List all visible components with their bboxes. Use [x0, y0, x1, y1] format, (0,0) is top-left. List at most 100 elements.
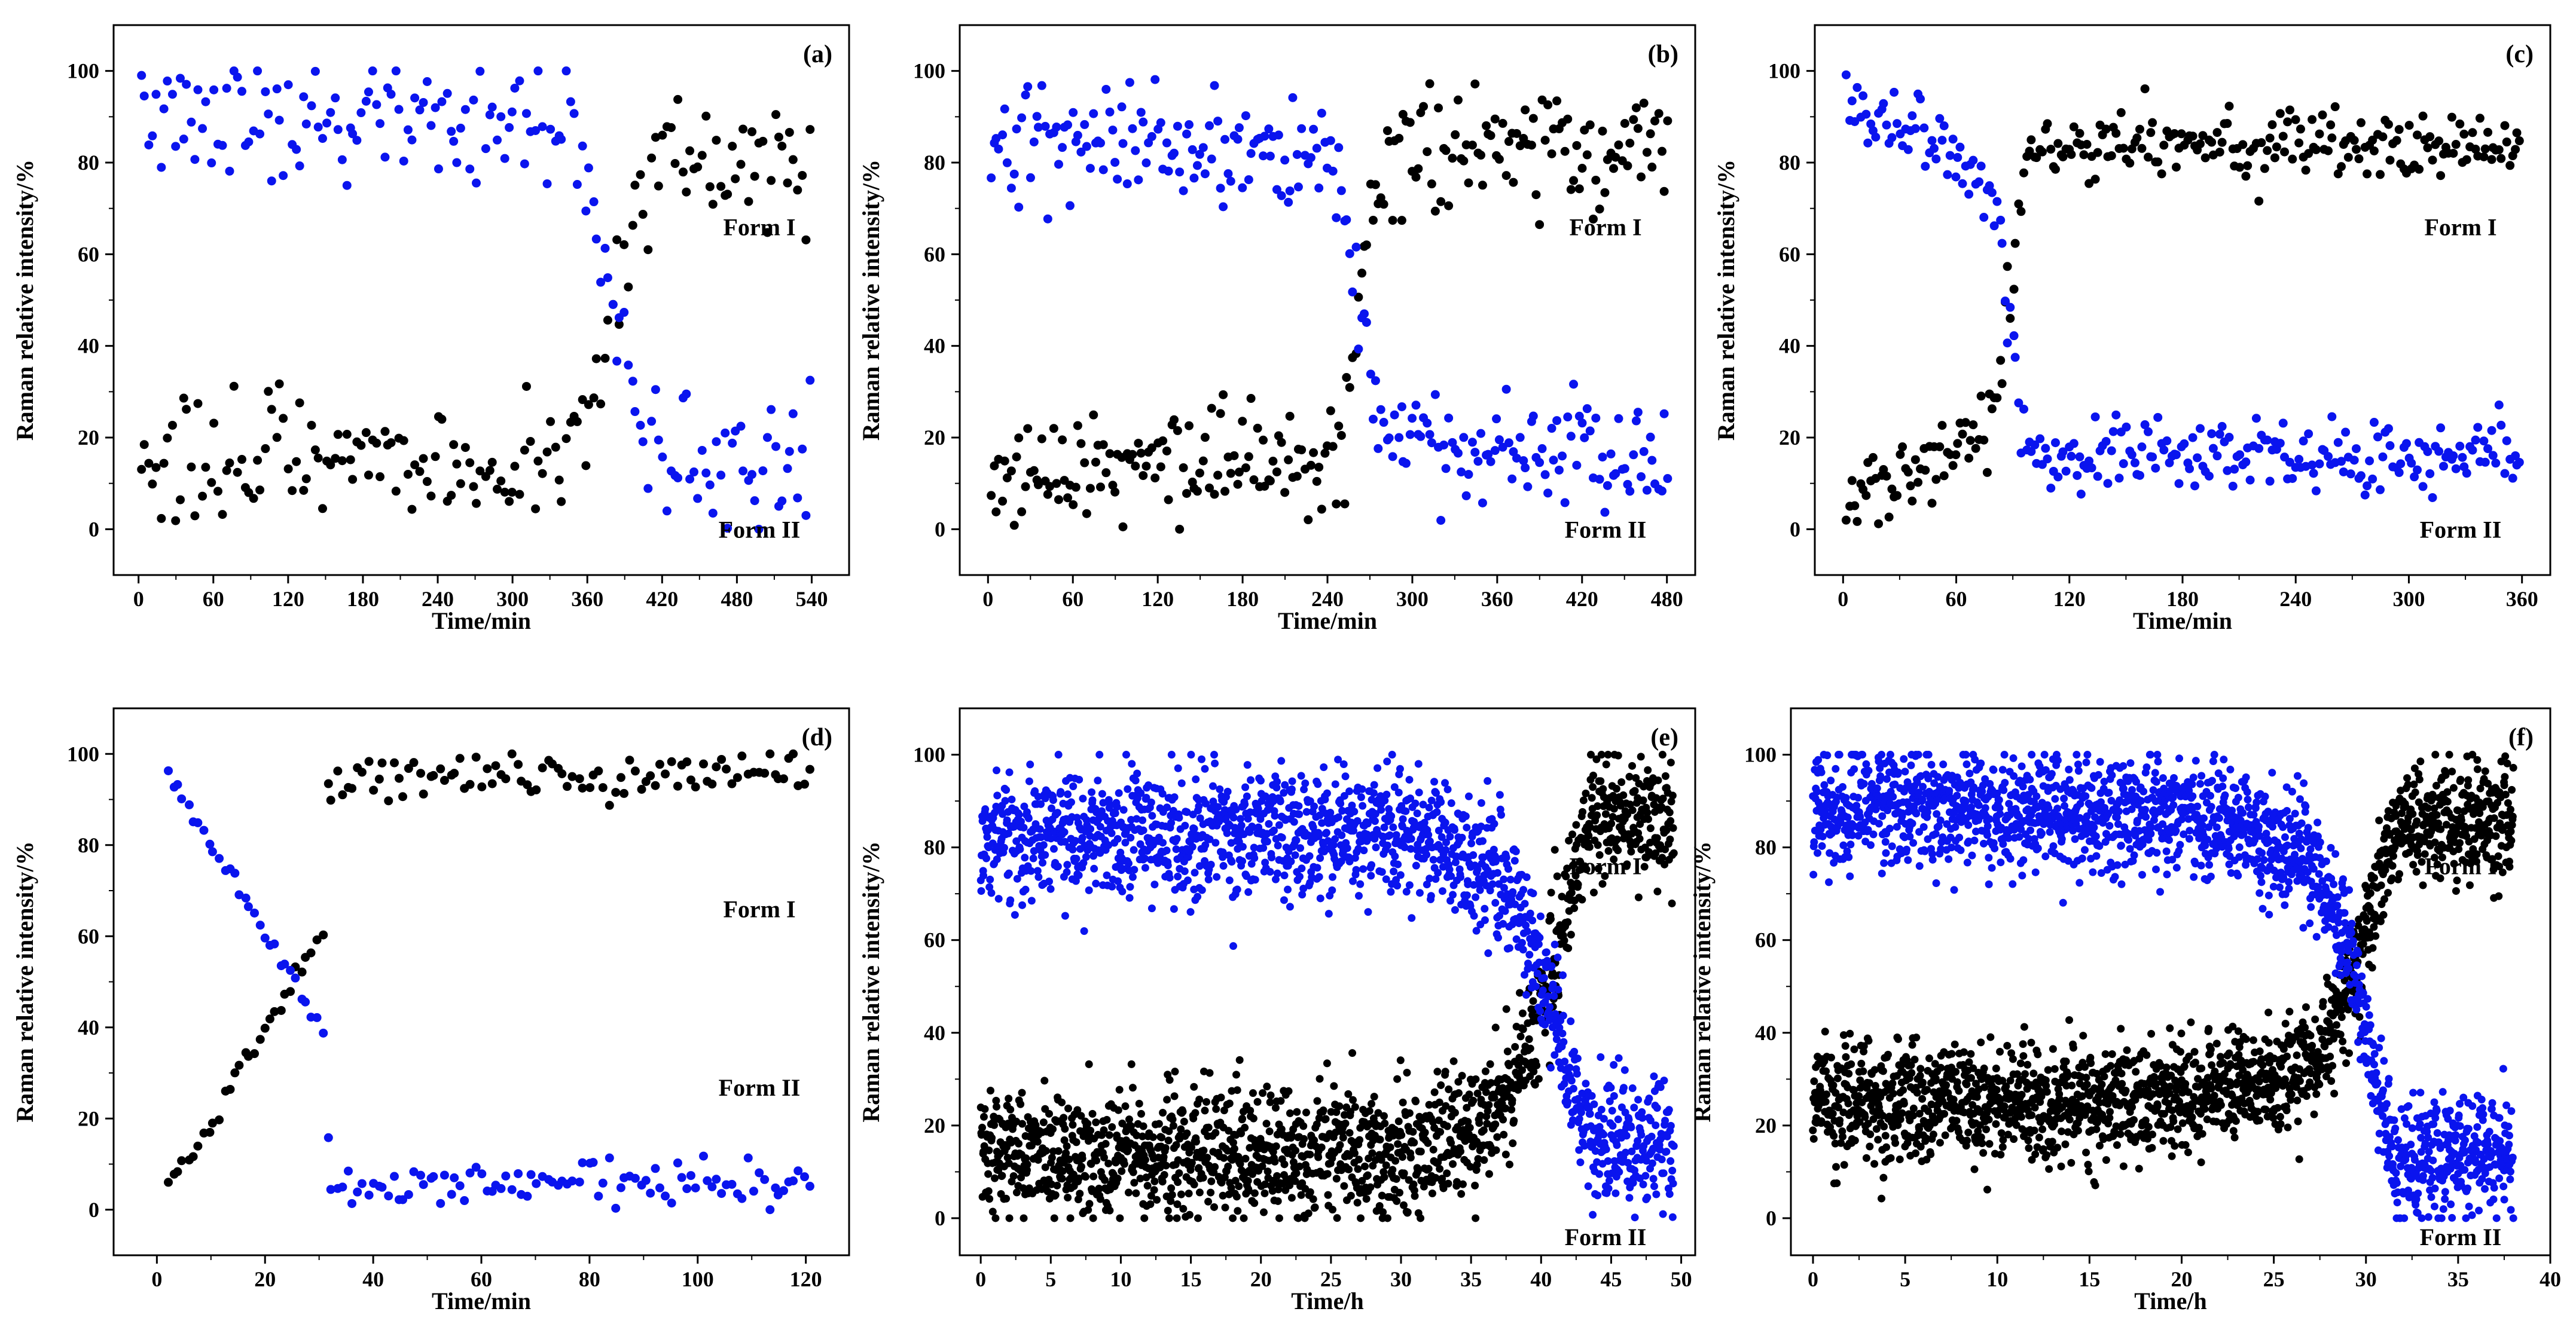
data-point-form-i — [1183, 1129, 1191, 1138]
data-point-form-i — [1136, 448, 1146, 458]
data-point-form-i — [1023, 1160, 1031, 1169]
data-point-form-i — [233, 467, 242, 477]
data-point-form-i — [1249, 475, 1259, 485]
data-point-form-ii — [793, 1166, 803, 1176]
data-point-form-ii — [2311, 486, 2321, 496]
data-point-form-ii — [689, 467, 698, 477]
data-point-form-ii — [1639, 447, 1649, 456]
data-point-form-i — [312, 935, 322, 944]
data-point-form-ii — [1656, 1083, 1665, 1091]
data-point-form-ii — [2165, 458, 2174, 467]
data-point-form-ii — [1296, 844, 1305, 852]
data-point-form-ii — [658, 452, 667, 462]
data-point-form-i — [1173, 1214, 1181, 1222]
data-point-form-i — [1073, 421, 1082, 430]
data-point-form-ii — [1063, 120, 1073, 130]
data-point-form-ii — [2341, 427, 2351, 437]
data-point-form-i — [699, 759, 709, 769]
data-point-form-ii — [1631, 1213, 1639, 1222]
x-tick-label: 180 — [347, 587, 379, 611]
data-point-form-i — [2254, 196, 2264, 206]
data-point-form-ii — [2254, 444, 2264, 453]
data-point-form-ii — [1228, 858, 1236, 866]
data-point-form-ii — [1125, 894, 1134, 902]
data-point-form-i — [1177, 1190, 1185, 1198]
data-point-form-ii — [1441, 818, 1449, 827]
data-point-form-ii — [1476, 429, 1485, 438]
data-point-form-ii — [1659, 409, 1669, 418]
data-point-form-ii — [2208, 444, 2218, 453]
data-point-form-ii — [179, 134, 188, 144]
data-point-form-i — [1588, 794, 1596, 802]
data-point-form-i — [1397, 1131, 1406, 1139]
data-point-form-i — [1417, 1148, 1425, 1156]
data-point-form-i — [2198, 131, 2208, 140]
data-point-form-ii — [487, 102, 497, 112]
data-point-form-ii — [532, 1179, 541, 1188]
data-point-form-ii — [1536, 1007, 1545, 1016]
data-point-form-i — [1637, 753, 1645, 761]
data-point-form-i — [1323, 1170, 1332, 1178]
data-point-form-ii — [738, 466, 748, 476]
x-tick-label: 120 — [2053, 587, 2086, 611]
data-point-form-ii — [1278, 833, 1286, 842]
data-point-form-i — [2296, 124, 2305, 134]
data-point-form-i — [270, 1007, 279, 1016]
data-point-form-i — [1386, 1143, 1394, 1151]
data-point-form-ii — [310, 66, 320, 76]
data-point-form-i — [288, 486, 297, 496]
data-point-form-i — [1150, 1177, 1159, 1185]
data-point-form-i — [1437, 1081, 1445, 1089]
data-point-form-i — [1195, 468, 1204, 478]
data-point-form-ii — [636, 420, 645, 430]
data-point-form-ii — [442, 88, 452, 98]
data-point-form-ii — [1216, 184, 1225, 193]
data-point-form-ii — [1559, 971, 1567, 980]
data-point-form-i — [1567, 931, 1575, 939]
data-point-form-i — [1396, 1056, 1405, 1065]
data-point-form-i — [348, 475, 358, 484]
data-point-form-i — [2425, 132, 2435, 142]
data-point-form-ii — [777, 496, 787, 506]
data-point-form-i — [2394, 125, 2404, 134]
data-point-form-ii — [2207, 429, 2217, 439]
data-point-form-i — [1336, 1141, 1344, 1149]
data-point-form-ii — [760, 1175, 770, 1184]
data-point-form-i — [1185, 421, 1194, 430]
data-point-form-i — [1564, 918, 1572, 927]
data-point-form-ii — [2373, 432, 2382, 442]
data-point-form-ii — [264, 109, 273, 119]
data-point-form-i — [2260, 164, 2269, 173]
data-point-form-ii — [716, 470, 726, 480]
data-point-form-ii — [2035, 434, 2045, 444]
data-point-form-i — [1314, 463, 1324, 472]
data-point-form-ii — [685, 474, 695, 484]
x-tick-label: 540 — [795, 587, 828, 611]
data-point-form-i — [1662, 826, 1671, 834]
data-point-form-i — [2278, 132, 2288, 141]
data-point-form-i — [561, 434, 571, 444]
data-point-form-ii — [1472, 893, 1480, 901]
data-point-form-ii — [1139, 826, 1147, 834]
data-point-form-ii — [505, 123, 514, 132]
data-point-form-i — [988, 1134, 996, 1142]
data-point-form-ii — [1438, 887, 1446, 895]
data-point-form-ii — [2212, 451, 2222, 461]
data-point-form-i — [1141, 1155, 1149, 1164]
data-point-form-i — [998, 1172, 1006, 1180]
y-axis-title: Raman relative intensity/% — [857, 841, 884, 1122]
data-point-form-ii — [233, 72, 242, 82]
data-point-form-ii — [1608, 1106, 1616, 1115]
data-point-form-i — [1179, 1108, 1187, 1116]
data-point-form-ii — [1369, 789, 1378, 797]
data-point-form-i — [557, 769, 567, 779]
x-tick-label: 420 — [646, 587, 678, 611]
data-point-form-i — [585, 783, 595, 793]
data-point-form-ii — [1198, 755, 1206, 763]
data-point-form-ii — [643, 484, 653, 493]
data-point-form-ii — [2473, 423, 2483, 432]
data-point-form-ii — [767, 405, 776, 414]
data-point-form-i — [2075, 129, 2084, 138]
data-point-form-i — [2468, 128, 2477, 137]
data-point-form-ii — [1164, 861, 1172, 870]
